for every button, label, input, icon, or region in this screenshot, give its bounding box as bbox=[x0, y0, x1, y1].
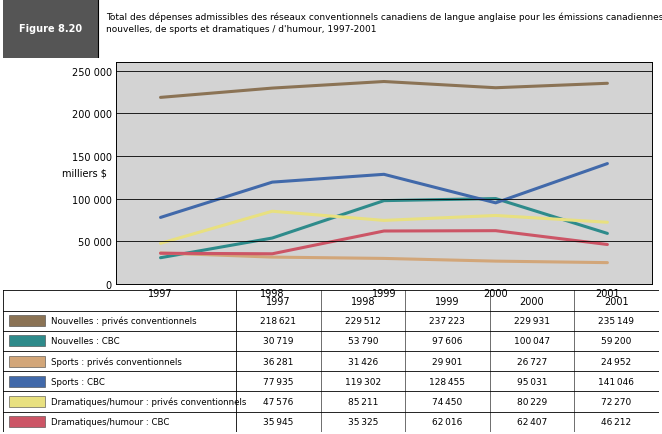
Text: 29 901: 29 901 bbox=[432, 357, 463, 366]
Text: 2001: 2001 bbox=[604, 296, 629, 306]
Bar bbox=[9, 416, 44, 427]
Text: 35 325: 35 325 bbox=[348, 417, 378, 426]
Text: 235 149: 235 149 bbox=[598, 316, 634, 326]
Text: 2000: 2000 bbox=[520, 296, 544, 306]
Text: Figure 8.20: Figure 8.20 bbox=[19, 24, 82, 34]
Text: 229 512: 229 512 bbox=[345, 316, 381, 326]
Text: 53 790: 53 790 bbox=[348, 337, 378, 345]
Text: 128 455: 128 455 bbox=[430, 377, 465, 386]
Text: 218 621: 218 621 bbox=[260, 316, 296, 326]
Text: 77 935: 77 935 bbox=[263, 377, 293, 386]
Bar bbox=[9, 316, 44, 326]
Text: 1999: 1999 bbox=[435, 296, 459, 306]
Text: 36 281: 36 281 bbox=[263, 357, 293, 366]
Bar bbox=[9, 396, 44, 407]
Text: milliers $: milliers $ bbox=[62, 169, 107, 178]
Bar bbox=[9, 376, 44, 387]
Text: 80 229: 80 229 bbox=[517, 397, 547, 406]
Text: Total des dépenses admissibles des réseaux conventionnels canadiens de langue an: Total des dépenses admissibles des résea… bbox=[106, 13, 662, 34]
Text: 62 016: 62 016 bbox=[432, 417, 463, 426]
Text: 100 047: 100 047 bbox=[514, 337, 550, 345]
Text: 85 211: 85 211 bbox=[348, 397, 378, 406]
Text: 62 407: 62 407 bbox=[517, 417, 547, 426]
Bar bbox=[3, 0, 99, 59]
Text: 35 945: 35 945 bbox=[263, 417, 293, 426]
Text: 229 931: 229 931 bbox=[514, 316, 550, 326]
Text: Sports : privés conventionnels: Sports : privés conventionnels bbox=[51, 357, 182, 366]
Text: 74 450: 74 450 bbox=[432, 397, 463, 406]
Text: 1997: 1997 bbox=[266, 296, 291, 306]
Text: 26 727: 26 727 bbox=[517, 357, 547, 366]
Text: 95 031: 95 031 bbox=[516, 377, 547, 386]
Text: Dramatiques/humour : privés conventionnels: Dramatiques/humour : privés conventionne… bbox=[51, 397, 246, 406]
Text: 72 270: 72 270 bbox=[601, 397, 632, 406]
Text: 46 212: 46 212 bbox=[601, 417, 632, 426]
Text: 59 200: 59 200 bbox=[601, 337, 632, 345]
Text: 24 952: 24 952 bbox=[601, 357, 632, 366]
Text: Dramatiques/humour : CBC: Dramatiques/humour : CBC bbox=[51, 417, 169, 426]
Text: 1998: 1998 bbox=[351, 296, 375, 306]
Text: Sports : CBC: Sports : CBC bbox=[51, 377, 105, 386]
Text: 141 046: 141 046 bbox=[598, 377, 634, 386]
Text: Nouvelles : CBC: Nouvelles : CBC bbox=[51, 337, 120, 345]
Text: Nouvelles : privés conventionnels: Nouvelles : privés conventionnels bbox=[51, 316, 197, 326]
Text: 31 426: 31 426 bbox=[348, 357, 378, 366]
Bar bbox=[9, 335, 44, 347]
Text: 237 223: 237 223 bbox=[430, 316, 465, 326]
Text: 47 576: 47 576 bbox=[263, 397, 293, 406]
Text: 30 719: 30 719 bbox=[263, 337, 293, 345]
Bar bbox=[9, 356, 44, 367]
Text: 97 606: 97 606 bbox=[432, 337, 463, 345]
Text: 119 302: 119 302 bbox=[345, 377, 381, 386]
